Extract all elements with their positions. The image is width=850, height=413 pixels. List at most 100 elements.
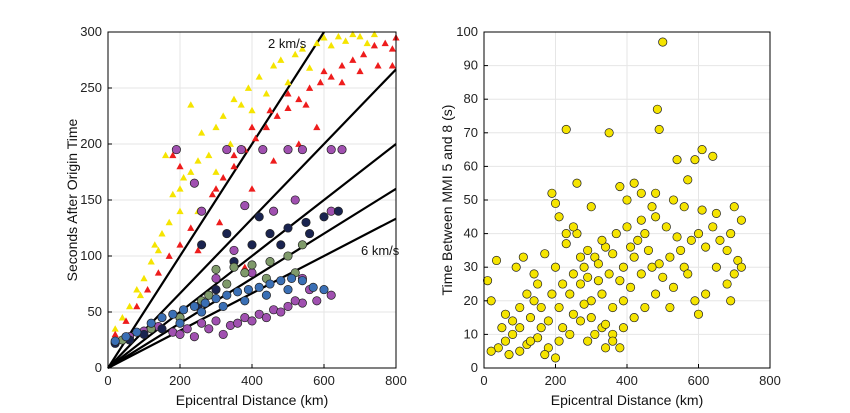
data-point-circle bbox=[697, 145, 707, 155]
data-point-circle bbox=[110, 336, 120, 346]
data-point-circle bbox=[179, 305, 189, 315]
data-point-circle bbox=[693, 309, 704, 319]
velocity-line-5kms bbox=[107, 187, 397, 369]
data-point-circle bbox=[550, 262, 561, 272]
data-point-circle bbox=[240, 201, 250, 211]
data-point-circle bbox=[269, 206, 279, 216]
data-point-triangle bbox=[169, 151, 177, 159]
data-point-triangle bbox=[316, 78, 324, 86]
data-point-triangle bbox=[248, 106, 256, 114]
data-point-circle bbox=[693, 229, 704, 239]
data-point-circle bbox=[265, 257, 275, 267]
data-point-circle bbox=[572, 178, 582, 188]
data-point-circle bbox=[697, 205, 707, 215]
data-point-circle bbox=[283, 145, 293, 155]
left-x-axis-label: Epicentral Distance (km) bbox=[176, 392, 329, 408]
data-point-triangle bbox=[356, 32, 364, 40]
y-tick-label: 50 bbox=[464, 192, 478, 207]
velocity-line-6kms bbox=[107, 217, 397, 369]
data-point-circle bbox=[600, 343, 611, 353]
data-point-circle bbox=[168, 309, 178, 319]
data-point-triangle bbox=[349, 30, 357, 38]
data-point-circle bbox=[647, 202, 657, 212]
right-x-axis-label: Epicentral Distance (km) bbox=[551, 392, 704, 408]
data-point-circle bbox=[218, 329, 228, 339]
data-point-triangle bbox=[219, 174, 227, 181]
data-point-circle bbox=[132, 327, 142, 337]
data-point-circle bbox=[189, 332, 199, 342]
data-point-triangle bbox=[180, 174, 188, 181]
data-point-circle bbox=[583, 272, 593, 282]
data-point-circle bbox=[604, 269, 614, 279]
data-point-circle bbox=[233, 287, 243, 297]
data-point-triangle bbox=[277, 56, 285, 63]
left-y-ticks: 0 50 100 150 200 250 300 bbox=[80, 24, 112, 375]
data-point-triangle bbox=[111, 325, 119, 332]
data-point-circle bbox=[229, 262, 239, 272]
data-point-circle bbox=[189, 301, 199, 311]
data-point-triangle bbox=[248, 123, 256, 131]
data-point-circle bbox=[590, 329, 600, 339]
y-tick-label: 0 bbox=[95, 360, 102, 375]
data-point-triangle bbox=[313, 123, 321, 131]
left-data-points bbox=[110, 30, 400, 348]
left-y-axis-label: Seconds After Origin Time bbox=[64, 118, 80, 281]
data-point-circle bbox=[515, 323, 525, 333]
data-point-circle bbox=[540, 249, 550, 259]
x-tick-label: 800 bbox=[385, 373, 407, 388]
data-point-circle bbox=[579, 299, 589, 309]
data-point-circle bbox=[175, 318, 185, 328]
data-point-triangle bbox=[262, 90, 270, 97]
data-point-triangle bbox=[219, 112, 227, 119]
data-point-circle bbox=[525, 336, 536, 346]
data-point-triangle bbox=[162, 151, 170, 159]
data-point-circle bbox=[326, 290, 336, 300]
data-point-triangle bbox=[205, 151, 213, 159]
data-point-circle bbox=[676, 245, 686, 255]
x-tick-label: 0 bbox=[104, 373, 111, 388]
data-point-circle bbox=[121, 332, 131, 342]
data-point-circle bbox=[508, 316, 518, 326]
data-point-triangle bbox=[133, 302, 141, 310]
data-point-circle bbox=[565, 329, 575, 339]
x-tick-label: 600 bbox=[688, 373, 710, 388]
data-point-triangle bbox=[262, 123, 270, 131]
y-tick-label: 80 bbox=[464, 91, 478, 106]
data-point-triangle bbox=[169, 190, 177, 198]
data-point-triangle bbox=[144, 286, 152, 293]
data-point-circle bbox=[701, 242, 711, 252]
data-point-triangle bbox=[176, 207, 184, 215]
data-point-triangle bbox=[388, 45, 396, 52]
data-point-circle bbox=[683, 269, 693, 279]
data-point-circle bbox=[690, 155, 700, 165]
data-point-circle bbox=[529, 296, 539, 306]
data-point-circle bbox=[240, 296, 250, 306]
x-tick-label: 200 bbox=[545, 373, 567, 388]
data-point-triangle bbox=[230, 95, 238, 103]
data-point-circle bbox=[319, 212, 329, 222]
data-point-circle bbox=[276, 276, 286, 286]
data-point-triangle bbox=[230, 162, 238, 170]
data-point-circle bbox=[547, 188, 557, 198]
data-point-triangle bbox=[306, 64, 314, 71]
data-point-circle bbox=[615, 343, 625, 353]
data-point-circle bbox=[726, 296, 736, 306]
data-point-triangle bbox=[165, 252, 173, 259]
data-point-triangle bbox=[306, 84, 314, 91]
y-tick-label: 200 bbox=[80, 136, 102, 151]
data-point-circle bbox=[661, 222, 671, 232]
data-point-circle bbox=[558, 323, 568, 333]
data-point-circle bbox=[586, 202, 596, 212]
data-point-circle bbox=[640, 302, 650, 313]
right-x-ticks: 0 200 400 600 800 bbox=[480, 364, 781, 388]
data-point-circle bbox=[708, 151, 718, 161]
data-point-triangle bbox=[255, 73, 263, 80]
data-point-circle bbox=[222, 145, 232, 155]
data-point-circle bbox=[312, 296, 322, 306]
data-point-circle bbox=[200, 298, 210, 308]
data-point-triangle bbox=[252, 134, 260, 142]
x-tick-label: 600 bbox=[313, 373, 335, 388]
x-tick-label: 400 bbox=[241, 373, 263, 388]
data-point-circle bbox=[337, 145, 347, 155]
data-point-circle bbox=[283, 223, 293, 233]
